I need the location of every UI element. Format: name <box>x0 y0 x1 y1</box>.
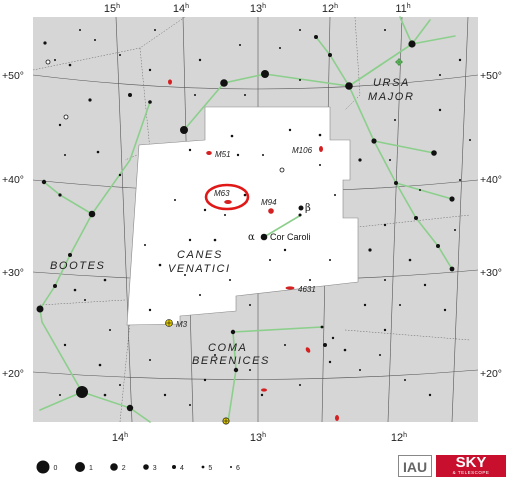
ra-label-top: 11h <box>395 3 410 15</box>
ra-labels-bottom: 14h 13h 12h <box>112 432 407 444</box>
ursa-major-label-1: URSA <box>373 77 410 89</box>
m106-galaxy <box>319 146 323 152</box>
nebula-marker <box>395 58 403 66</box>
dec-label-right: +30° <box>480 267 502 279</box>
m51-galaxy <box>206 151 212 155</box>
legend-label: 4 <box>180 465 184 472</box>
canes-venatici-label-2: VENATICI <box>168 263 231 275</box>
sky-logo-word: SKY <box>455 454 487 471</box>
legend-star <box>36 460 50 474</box>
sky-telescope-logo: SKY & TELESCOPE <box>436 455 506 477</box>
ursa-major-label-2: MAJOR <box>368 91 415 103</box>
m51-label: M51 <box>215 150 231 159</box>
legend-star <box>230 466 232 468</box>
ra-label-bottom: 13h <box>250 432 266 444</box>
bootes-label: BOOTES <box>50 260 105 272</box>
legend-label: 3 <box>153 465 157 472</box>
coma-berenices-label-1: COMA <box>208 342 247 354</box>
dec-label-left: +50° <box>2 70 24 82</box>
m63-highlight-ring[interactable] <box>204 183 250 211</box>
canes-venatici-area <box>126 106 359 326</box>
legend-label: 1 <box>89 465 93 472</box>
ra-label-top: 12h <box>322 3 338 15</box>
m3-label: M3 <box>176 320 188 329</box>
ra-label-bottom: 14h <box>112 432 128 444</box>
galaxies <box>168 79 339 421</box>
dec-label-left: +20° <box>2 368 24 380</box>
dec-label-left: +40° <box>2 174 24 186</box>
m63-galaxy <box>224 200 232 204</box>
sky-logo-subtitle: & TELESCOPE <box>452 470 490 475</box>
legend-star <box>75 462 85 472</box>
ngc4631-label: 4631 <box>298 285 316 294</box>
ngc4631-galaxy <box>285 286 295 290</box>
m94-galaxy <box>268 208 274 214</box>
dec-label-right: +20° <box>480 368 502 380</box>
iau-logo: IAU <box>398 455 432 477</box>
legend-star <box>110 463 118 471</box>
legend-label: 5 <box>208 465 212 472</box>
m106-label: M106 <box>292 146 313 155</box>
legend-label: 6 <box>236 465 240 472</box>
magnitude-legend: 0 1 2 3 4 5 6 <box>36 460 240 474</box>
legend-label: 0 <box>54 465 58 472</box>
ra-label-bottom: 12h <box>391 432 407 444</box>
field-stars <box>41 29 471 406</box>
legend-star <box>143 464 149 470</box>
canes-venatici-label-1: CANES <box>177 249 223 261</box>
alpha-label: α <box>248 232 255 243</box>
cor-caroli-label: Cor Caroli <box>270 232 311 242</box>
coma-berenices-label-2: BERENICES <box>192 355 270 367</box>
m63-label: M63 <box>214 189 230 198</box>
ra-labels-top: 15h 14h 13h 12h 11h <box>104 3 411 15</box>
ra-label-top: 14h <box>173 3 189 15</box>
legend-star <box>201 465 205 469</box>
dec-label-left: +30° <box>2 267 24 279</box>
dec-label-right: +50° <box>480 70 502 82</box>
legend-label: 2 <box>122 465 126 472</box>
legend-star <box>172 465 176 469</box>
m94-label: M94 <box>261 198 277 207</box>
beta-label: β <box>305 203 311 214</box>
ra-label-top: 13h <box>250 3 266 15</box>
bright-stars <box>36 35 455 412</box>
globular-clusters <box>165 319 230 425</box>
dec-labels: +50° +40° +30° +20° +50° +40° +30° +20° <box>2 70 502 380</box>
ra-label-top: 15h <box>104 3 120 15</box>
dec-label-right: +40° <box>480 174 502 186</box>
open-circles <box>45 59 285 173</box>
